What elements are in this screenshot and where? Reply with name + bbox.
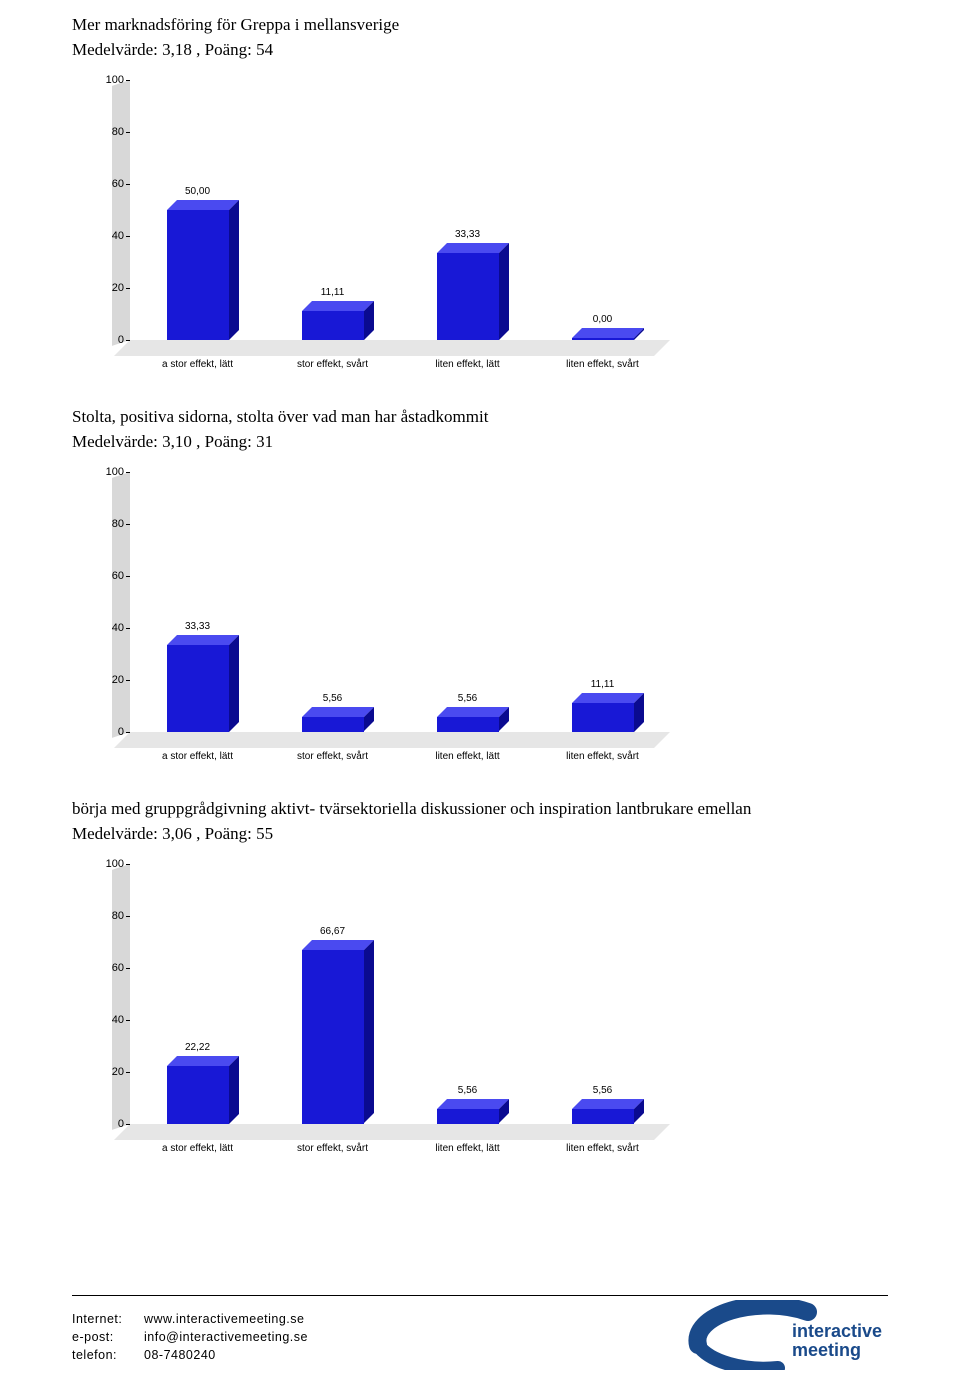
bar: 0,00: [572, 338, 634, 340]
y-tick-label: 100: [90, 74, 124, 86]
x-tick-label: a stor effekt, lätt: [162, 359, 233, 370]
bar-value-label: 11,11: [573, 679, 633, 690]
bar-value-label: 50,00: [168, 186, 228, 197]
logo-text-2: meeting: [792, 1341, 882, 1360]
x-tick-label: stor effekt, svårt: [297, 1143, 368, 1154]
bar-value-label: 5,56: [573, 1085, 633, 1096]
y-tick-label: 80: [90, 910, 124, 922]
bar-chart: 0 20 40 60 80 100 50,00 a stor effekt, lätt 11,1…: [82, 70, 702, 380]
footer-telefon-value: 08-7480240: [144, 1348, 216, 1362]
bar-value-label: 66,67: [303, 926, 363, 937]
y-tick-label: 40: [90, 1014, 124, 1026]
footer-epost-label: e-post:: [72, 1328, 144, 1346]
x-tick-label: liten effekt, lätt: [435, 1143, 499, 1154]
bar: 5,56: [437, 1109, 499, 1123]
bar: 66,67: [302, 950, 364, 1123]
bar: 33,33: [167, 645, 229, 732]
bar-chart: 0 20 40 60 80 100 22,22 a stor effekt, lätt 66,6…: [82, 854, 702, 1164]
x-tick-label: liten effekt, svårt: [566, 751, 639, 762]
chart-section: börja med gruppgrådgivning aktivt- tvärs…: [72, 798, 888, 1164]
logo-text-1: interactive: [792, 1322, 882, 1341]
section-title: börja med gruppgrådgivning aktivt- tvärs…: [72, 798, 888, 821]
bar: 5,56: [302, 717, 364, 731]
bar-value-label: 11,11: [303, 287, 363, 298]
y-tick-label: 60: [90, 570, 124, 582]
y-tick-label: 0: [90, 726, 124, 738]
bar-value-label: 22,22: [168, 1042, 228, 1053]
y-tick-label: 60: [90, 178, 124, 190]
x-tick-label: stor effekt, svårt: [297, 751, 368, 762]
y-tick-label: 0: [90, 1118, 124, 1130]
bar: 11,11: [302, 311, 364, 340]
x-tick-label: liten effekt, svårt: [566, 1143, 639, 1154]
y-tick-label: 80: [90, 126, 124, 138]
bar: 11,11: [572, 703, 634, 732]
footer-internet-label: Internet:: [72, 1310, 144, 1328]
section-title: Mer marknadsföring för Greppa i mellansv…: [72, 14, 888, 37]
y-tick-label: 80: [90, 518, 124, 530]
x-tick-label: liten effekt, svårt: [566, 359, 639, 370]
bar: 50,00: [167, 210, 229, 340]
bar-value-label: 33,33: [438, 229, 498, 240]
section-subtitle: Medelvärde: 3,06 , Poäng: 55: [72, 823, 888, 846]
y-tick-label: 20: [90, 282, 124, 294]
chart-section: Stolta, positiva sidorna, stolta över va…: [72, 406, 888, 772]
y-tick-label: 100: [90, 858, 124, 870]
y-tick-label: 40: [90, 622, 124, 634]
y-tick-label: 20: [90, 674, 124, 686]
bar-value-label: 5,56: [438, 693, 498, 704]
chart-section: Mer marknadsföring för Greppa i mellansv…: [72, 14, 888, 380]
y-tick-label: 60: [90, 962, 124, 974]
y-tick-label: 40: [90, 230, 124, 242]
bar: 22,22: [167, 1066, 229, 1124]
y-tick-label: 20: [90, 1066, 124, 1078]
bar: 5,56: [572, 1109, 634, 1123]
bar: 5,56: [437, 717, 499, 731]
x-tick-label: stor effekt, svårt: [297, 359, 368, 370]
bar-value-label: 5,56: [303, 693, 363, 704]
y-tick-label: 100: [90, 466, 124, 478]
bar-chart: 0 20 40 60 80 100 33,33 a stor effekt, lätt 5,56…: [82, 462, 702, 772]
logo: interactive meeting: [688, 1300, 888, 1370]
section-subtitle: Medelvärde: 3,18 , Poäng: 54: [72, 39, 888, 62]
footer-divider: [72, 1295, 888, 1296]
x-tick-label: liten effekt, lätt: [435, 359, 499, 370]
footer-telefon-label: telefon:: [72, 1346, 144, 1364]
section-subtitle: Medelvärde: 3,10 , Poäng: 31: [72, 431, 888, 454]
x-tick-label: a stor effekt, lätt: [162, 751, 233, 762]
x-tick-label: a stor effekt, lätt: [162, 1143, 233, 1154]
page-footer: Internet:www.interactivemeeting.se e-pos…: [72, 1295, 888, 1364]
footer-internet-value: www.interactivemeeting.se: [144, 1312, 304, 1326]
x-tick-label: liten effekt, lätt: [435, 751, 499, 762]
footer-epost-value: info@interactivemeeting.se: [144, 1330, 308, 1344]
y-tick-label: 0: [90, 334, 124, 346]
bar-value-label: 33,33: [168, 621, 228, 632]
bar-value-label: 5,56: [438, 1085, 498, 1096]
section-title: Stolta, positiva sidorna, stolta över va…: [72, 406, 888, 429]
bar-value-label: 0,00: [573, 314, 633, 325]
bar: 33,33: [437, 253, 499, 340]
